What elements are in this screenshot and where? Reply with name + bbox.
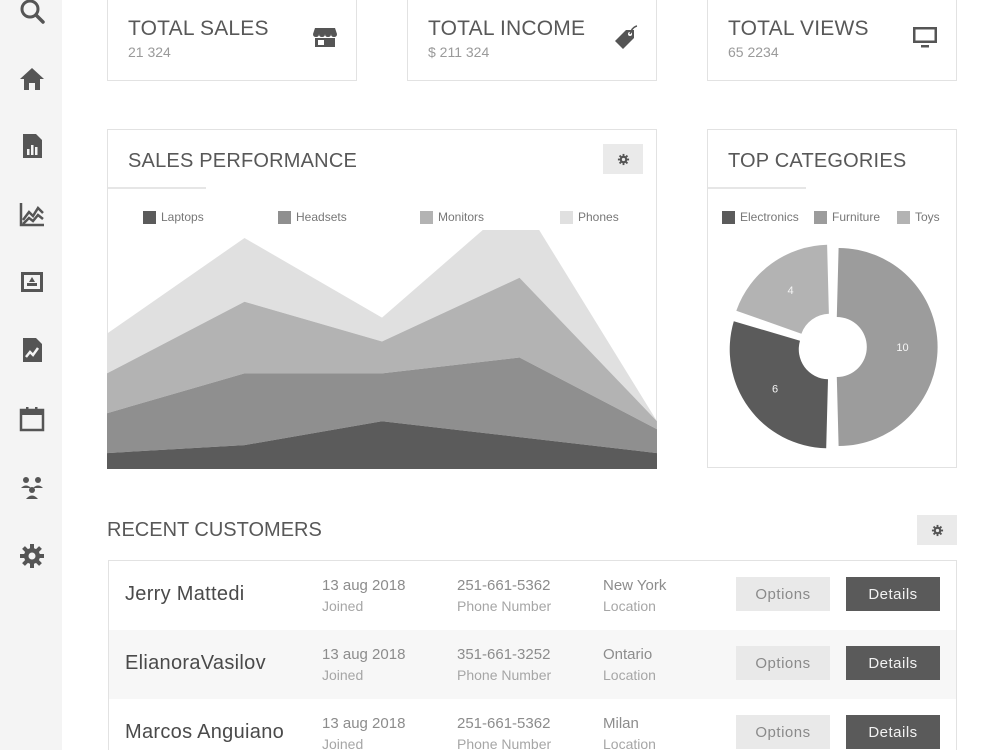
team-icon[interactable] (16, 471, 48, 503)
media-icon[interactable] (16, 266, 48, 298)
location-label: Location (603, 598, 656, 614)
tag-icon (612, 24, 638, 50)
gear-icon (617, 153, 629, 165)
panel-title: SALES PERFORMANCE (128, 150, 358, 172)
phone-number: 251-661-5362 (457, 577, 551, 594)
customer-name: Marcos Anguiano (125, 721, 285, 743)
legend-label: Furniture (832, 210, 881, 224)
stat-value: 21 324 (128, 44, 171, 60)
line-chart-icon[interactable] (16, 198, 48, 230)
location-label: Location (603, 736, 656, 750)
phone-label: Phone Number (457, 598, 552, 614)
stat-card-sales: TOTAL SALES 21 324 (107, 0, 357, 81)
stat-card-income: TOTAL INCOME $ 211 324 (407, 0, 657, 81)
panel-title: TOP CATEGORIES (728, 150, 907, 172)
legend-item-headsets: Headsets (278, 210, 347, 224)
customer-name: Jerry Mattedi (125, 583, 245, 605)
categories-donut-chart: 10 6 4 (729, 244, 938, 449)
details-button[interactable]: Details (846, 577, 940, 611)
options-button[interactable]: Options (736, 577, 830, 611)
legend-label: Headsets (296, 210, 347, 224)
title-underline (708, 187, 806, 189)
gear-icon[interactable] (16, 540, 48, 572)
gear-icon (931, 524, 943, 536)
location: Milan (603, 715, 639, 732)
stat-title: TOTAL VIEWS (728, 17, 869, 40)
stat-value: 65 2234 (728, 44, 779, 60)
table-row: ElianoraVasilov 13 aug 2018 Joined 351-6… (109, 630, 956, 699)
sales-area-chart (107, 230, 657, 469)
image-icon[interactable] (16, 334, 48, 366)
legend-swatch (278, 210, 291, 224)
sales-performance-panel: SALES PERFORMANCE Laptops Headsets Monitor… (107, 129, 657, 469)
joined-date: 13 aug 2018 (322, 577, 406, 594)
phone-label: Phone Number (457, 736, 552, 750)
pie-slice-label: 10 (896, 342, 908, 354)
legend-label: Laptops (161, 210, 204, 224)
stat-title: TOTAL SALES (128, 17, 269, 40)
pie-slice-furniture (836, 248, 938, 446)
pie-slice-toys (736, 244, 829, 334)
report-icon[interactable] (16, 130, 48, 162)
joined-label: Joined (322, 736, 364, 750)
monitor-icon (912, 24, 938, 50)
phone-number: 351-661-3252 (457, 646, 551, 663)
area-series-phones (107, 230, 657, 422)
area-series-laptops (107, 421, 657, 469)
legend-swatch (560, 210, 573, 224)
legend-swatch (722, 210, 735, 224)
store-icon (312, 24, 338, 50)
legend-label: Toys (915, 210, 940, 224)
customers-settings-button[interactable] (917, 515, 957, 545)
legend-label: Monitors (438, 210, 485, 224)
stat-title: TOTAL INCOME (428, 17, 586, 40)
options-button[interactable]: Options (736, 715, 830, 749)
legend-item-electronics: Electronics (722, 210, 799, 224)
location-label: Location (603, 667, 656, 683)
location: Ontario (603, 646, 653, 663)
joined-label: Joined (322, 667, 364, 683)
joined-date: 13 aug 2018 (322, 715, 406, 732)
calendar-icon[interactable] (16, 403, 48, 435)
customer-name: ElianoraVasilov (125, 652, 266, 674)
joined-label: Joined (322, 598, 364, 614)
customers-table: Jerry Mattedi 13 aug 2018 Joined 251-661… (108, 560, 957, 750)
legend-label: Phones (578, 210, 619, 224)
area-series-monitors (107, 277, 657, 430)
pie-slice-electronics (729, 321, 828, 449)
options-button[interactable]: Options (736, 646, 830, 680)
search-icon[interactable] (16, 0, 48, 28)
legend-item-toys: Toys (897, 210, 940, 224)
home-icon[interactable] (16, 63, 48, 95)
legend-swatch (420, 210, 433, 224)
stat-card-views: TOTAL VIEWS 65 2234 (707, 0, 957, 81)
stat-value: $ 211 324 (428, 44, 490, 60)
pie-slice-label: 4 (788, 285, 794, 297)
phone-label: Phone Number (457, 667, 552, 683)
customers-title: RECENT CUSTOMERS (107, 519, 322, 541)
phone-number: 251-661-5362 (457, 715, 551, 732)
location: New York (603, 577, 667, 594)
area-series-headsets (107, 357, 657, 454)
pie-slice-label: 6 (772, 383, 778, 395)
legend-swatch (143, 210, 156, 224)
legend-item-furniture: Furniture (814, 210, 880, 224)
details-button[interactable]: Details (846, 715, 940, 749)
title-underline (108, 187, 206, 189)
legend-item-laptops: Laptops (143, 210, 204, 224)
legend-item-phones: Phones (560, 210, 619, 224)
legend-swatch (814, 210, 827, 224)
legend-swatch (897, 210, 910, 224)
joined-date: 13 aug 2018 (322, 646, 406, 663)
sales-settings-button[interactable] (603, 144, 643, 174)
legend-label: Electronics (740, 210, 799, 224)
details-button[interactable]: Details (846, 646, 940, 680)
table-row: Jerry Mattedi 13 aug 2018 Joined 251-661… (109, 561, 956, 630)
legend-item-monitors: Monitors (420, 210, 484, 224)
table-row: Marcos Anguiano 13 aug 2018 Joined 251-6… (109, 699, 956, 750)
top-categories-panel: TOP CATEGORIES Electronics Furniture Toys … (707, 129, 957, 468)
sidebar (0, 0, 62, 750)
